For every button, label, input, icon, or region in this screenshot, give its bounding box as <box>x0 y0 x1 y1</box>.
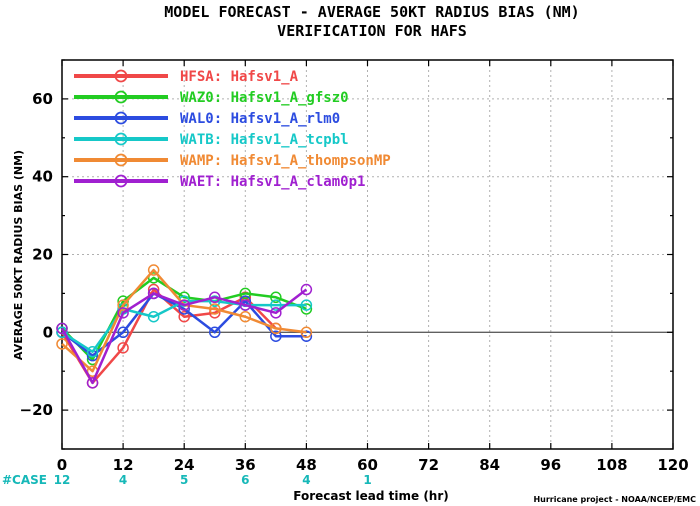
x-tick-label: 96 <box>540 456 561 474</box>
x-tick-label: 48 <box>296 456 317 474</box>
y-tick-label: −20 <box>20 401 53 419</box>
y-axis-label: AVERAGE 50KT RADIUS BIAS (NM) <box>12 150 25 360</box>
data-point <box>117 299 129 311</box>
legend-entry: WAZ0: Hafsv1_A_gfsz0 <box>74 90 349 106</box>
data-point <box>270 330 282 342</box>
data-point <box>117 326 129 339</box>
data-point <box>178 310 190 323</box>
series-waet <box>56 283 313 389</box>
data-point <box>117 307 129 319</box>
data-point <box>270 307 282 319</box>
legend-entry: WAET: Hafsv1_A_clam0p1 <box>74 174 365 190</box>
data-point <box>56 326 68 339</box>
data-point <box>270 299 282 311</box>
data-point <box>178 299 190 311</box>
data-point <box>239 287 252 300</box>
chart-subtitle: VERIFICATION FOR HAFS <box>277 22 467 40</box>
series-line <box>61 276 307 361</box>
data-point <box>147 272 160 284</box>
x-tick-label: 0 <box>57 456 67 474</box>
legend-marker <box>114 174 128 188</box>
y-tick-label: 40 <box>32 168 53 186</box>
x-axis-label: Forecast lead time (hr) <box>293 489 449 503</box>
data-point <box>86 377 99 389</box>
data-point <box>117 342 129 354</box>
credit-text: Hurricane project - NOAA/NCEP/EMC <box>533 495 696 504</box>
data-point <box>270 291 282 304</box>
data-point <box>86 346 99 358</box>
legend-entry: WAMP: Hafsv1_A_thompsonMP <box>74 153 391 169</box>
data-point <box>209 291 221 304</box>
data-point <box>56 322 68 335</box>
x-tick-label: 12 <box>113 456 134 474</box>
data-point <box>147 287 160 300</box>
legend-entry: WAL0: Hafsv1_A_rlm0 <box>74 111 340 127</box>
legend-marker <box>114 90 128 104</box>
data-point <box>147 310 160 323</box>
x-tick-label: 72 <box>418 456 439 474</box>
legend-label: WAL0: Hafsv1_A_rlm0 <box>180 111 340 127</box>
legend-entry: WATB: Hafsv1_A_tcpbl <box>74 132 349 148</box>
case-count: 4 <box>119 473 127 487</box>
case-count: 6 <box>241 473 249 487</box>
chart-title: MODEL FORECAST - AVERAGE 50KT RADIUS BIA… <box>164 3 579 21</box>
legend-marker <box>114 69 128 83</box>
data-point <box>239 310 252 323</box>
x-tick-label: 60 <box>357 456 378 474</box>
x-tick-label: 84 <box>479 456 500 474</box>
y-tick-label: 20 <box>32 246 53 264</box>
series-line <box>60 288 308 385</box>
data-point <box>270 322 282 335</box>
legend-entry: HFSA: Hafsv1_A <box>74 69 299 85</box>
x-tick-label: 36 <box>235 456 256 474</box>
case-count: 5 <box>180 473 188 487</box>
y-tick-label: 0 <box>43 323 53 341</box>
case-count: 1 <box>363 473 371 487</box>
legend-marker <box>114 153 128 167</box>
legend-label: WAZ0: Hafsv1_A_gfsz0 <box>180 90 349 106</box>
data-point <box>300 283 313 296</box>
data-point <box>56 338 68 350</box>
series-line <box>61 299 307 353</box>
data-point <box>209 326 221 339</box>
legend-label: WATB: Hafsv1_A_tcpbl <box>180 132 349 148</box>
data-point <box>147 264 160 276</box>
x-tick-label: 24 <box>174 456 195 474</box>
case-label: #CASE <box>2 473 47 487</box>
case-count: 12 <box>54 473 71 487</box>
series-watb <box>56 295 313 358</box>
case-count: 4 <box>302 473 310 487</box>
legend-marker <box>114 111 128 125</box>
x-tick-label: 120 <box>657 456 688 474</box>
legend-label: HFSA: Hafsv1_A <box>180 69 299 85</box>
data-point <box>300 299 313 311</box>
legend-marker <box>114 132 128 146</box>
legend-label: WAMP: Hafsv1_A_thompsonMP <box>180 153 391 169</box>
data-point <box>239 299 252 311</box>
data-point <box>300 326 313 339</box>
y-tick-label: 60 <box>32 90 53 108</box>
data-point <box>209 303 221 315</box>
x-tick-label: 108 <box>596 456 627 474</box>
legend-label: WAET: Hafsv1_A_clam0p1 <box>180 174 365 190</box>
